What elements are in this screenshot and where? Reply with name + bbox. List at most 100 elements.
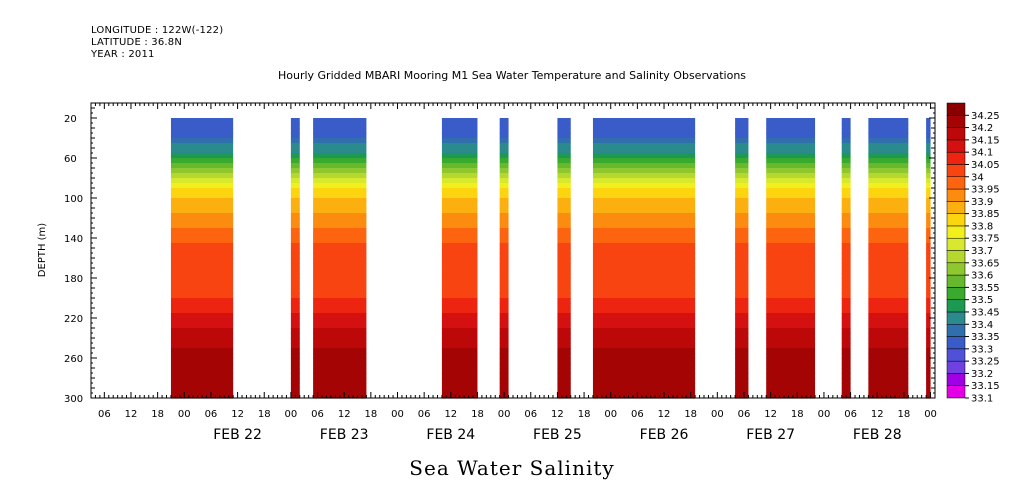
colorbar-swatch xyxy=(946,151,966,165)
salinity-cell xyxy=(868,373,909,379)
salinity-cell xyxy=(735,288,749,294)
salinity-cell xyxy=(841,188,851,194)
salinity-cell xyxy=(592,233,696,239)
salinity-cell xyxy=(766,288,816,294)
salinity-cell xyxy=(926,138,931,144)
salinity-cell xyxy=(290,163,300,169)
salinity-cell xyxy=(170,278,234,284)
salinity-cell xyxy=(868,133,909,139)
salinity-cell xyxy=(841,158,851,164)
salinity-cell xyxy=(290,173,300,179)
salinity-cell xyxy=(841,258,851,264)
colorbar-label: 33.75 xyxy=(971,234,1000,245)
salinity-cell xyxy=(926,173,931,179)
salinity-cell xyxy=(313,298,367,304)
salinity-cell xyxy=(290,283,300,289)
salinity-cell xyxy=(441,203,478,209)
colorbar-swatch xyxy=(946,164,966,177)
salinity-cell xyxy=(170,298,234,304)
salinity-cell xyxy=(926,123,931,129)
salinity-cell xyxy=(735,203,749,209)
salinity-cell xyxy=(499,118,509,124)
salinity-cell xyxy=(499,298,509,304)
salinity-cell xyxy=(313,258,367,264)
salinity-cell xyxy=(735,158,749,164)
salinity-cell xyxy=(766,318,816,324)
colorbar-label: 34.05 xyxy=(971,160,1000,171)
salinity-cell xyxy=(926,128,931,134)
salinity-cell xyxy=(170,308,234,314)
salinity-cell xyxy=(766,198,816,204)
x-hour-label: 06 xyxy=(524,409,537,420)
salinity-cell xyxy=(557,218,571,224)
salinity-cell xyxy=(735,388,749,394)
salinity-cell xyxy=(499,383,509,389)
salinity-cell xyxy=(313,263,367,269)
colorbar-swatch xyxy=(946,274,966,288)
salinity-cell xyxy=(557,203,571,209)
salinity-cell xyxy=(841,253,851,259)
salinity-cell xyxy=(868,378,909,384)
salinity-cell xyxy=(868,128,909,134)
salinity-cell xyxy=(290,143,300,149)
salinity-cell xyxy=(926,323,931,329)
data-segment xyxy=(841,118,851,399)
salinity-cell xyxy=(290,248,300,254)
salinity-cell xyxy=(766,308,816,314)
x-hour-label: 00 xyxy=(498,409,511,420)
salinity-cell xyxy=(499,308,509,314)
salinity-cell xyxy=(441,168,478,174)
salinity-cell xyxy=(290,323,300,329)
salinity-cell xyxy=(766,353,816,359)
salinity-cell xyxy=(592,348,696,354)
salinity-cell xyxy=(441,353,478,359)
salinity-cell xyxy=(441,368,478,374)
salinity-cell xyxy=(868,233,909,239)
salinity-cell xyxy=(592,253,696,259)
salinity-cell xyxy=(926,178,931,184)
salinity-cell xyxy=(441,303,478,309)
salinity-cell xyxy=(735,268,749,274)
salinity-cell xyxy=(841,268,851,274)
salinity-cell xyxy=(841,363,851,369)
salinity-cell xyxy=(868,258,909,264)
x-day-label: FEB 24 xyxy=(426,427,475,443)
salinity-cell xyxy=(735,188,749,194)
salinity-cell xyxy=(170,253,234,259)
salinity-cell xyxy=(735,383,749,389)
salinity-cell xyxy=(766,273,816,279)
salinity-cell xyxy=(841,283,851,289)
x-hour-label: 00 xyxy=(391,409,404,420)
salinity-cell xyxy=(868,163,909,169)
salinity-cell xyxy=(868,228,909,234)
salinity-cell xyxy=(313,368,367,374)
salinity-cell xyxy=(170,168,234,174)
salinity-cell xyxy=(499,238,509,244)
salinity-cell xyxy=(766,208,816,214)
salinity-cell xyxy=(290,193,300,199)
salinity-cell xyxy=(841,118,851,124)
x-hour-label: 12 xyxy=(338,409,351,420)
salinity-cell xyxy=(441,268,478,274)
salinity-cell xyxy=(313,173,367,179)
salinity-cell xyxy=(557,373,571,379)
salinity-cell xyxy=(441,118,478,124)
salinity-cell xyxy=(766,133,816,139)
salinity-cell xyxy=(499,318,509,324)
data-segment xyxy=(499,118,509,399)
x-hour-label: 18 xyxy=(364,409,377,420)
salinity-cell xyxy=(499,203,509,209)
salinity-cell xyxy=(313,213,367,219)
salinity-cell xyxy=(557,298,571,304)
salinity-cell xyxy=(441,193,478,199)
salinity-cell xyxy=(841,278,851,284)
salinity-cell xyxy=(441,158,478,164)
salinity-cell xyxy=(841,348,851,354)
colorbar-label: 33.7 xyxy=(971,246,993,257)
salinity-cell xyxy=(735,178,749,184)
salinity-cell xyxy=(441,253,478,259)
salinity-cell xyxy=(592,333,696,339)
salinity-cell xyxy=(290,168,300,174)
salinity-cell xyxy=(441,223,478,229)
salinity-cell xyxy=(735,128,749,134)
